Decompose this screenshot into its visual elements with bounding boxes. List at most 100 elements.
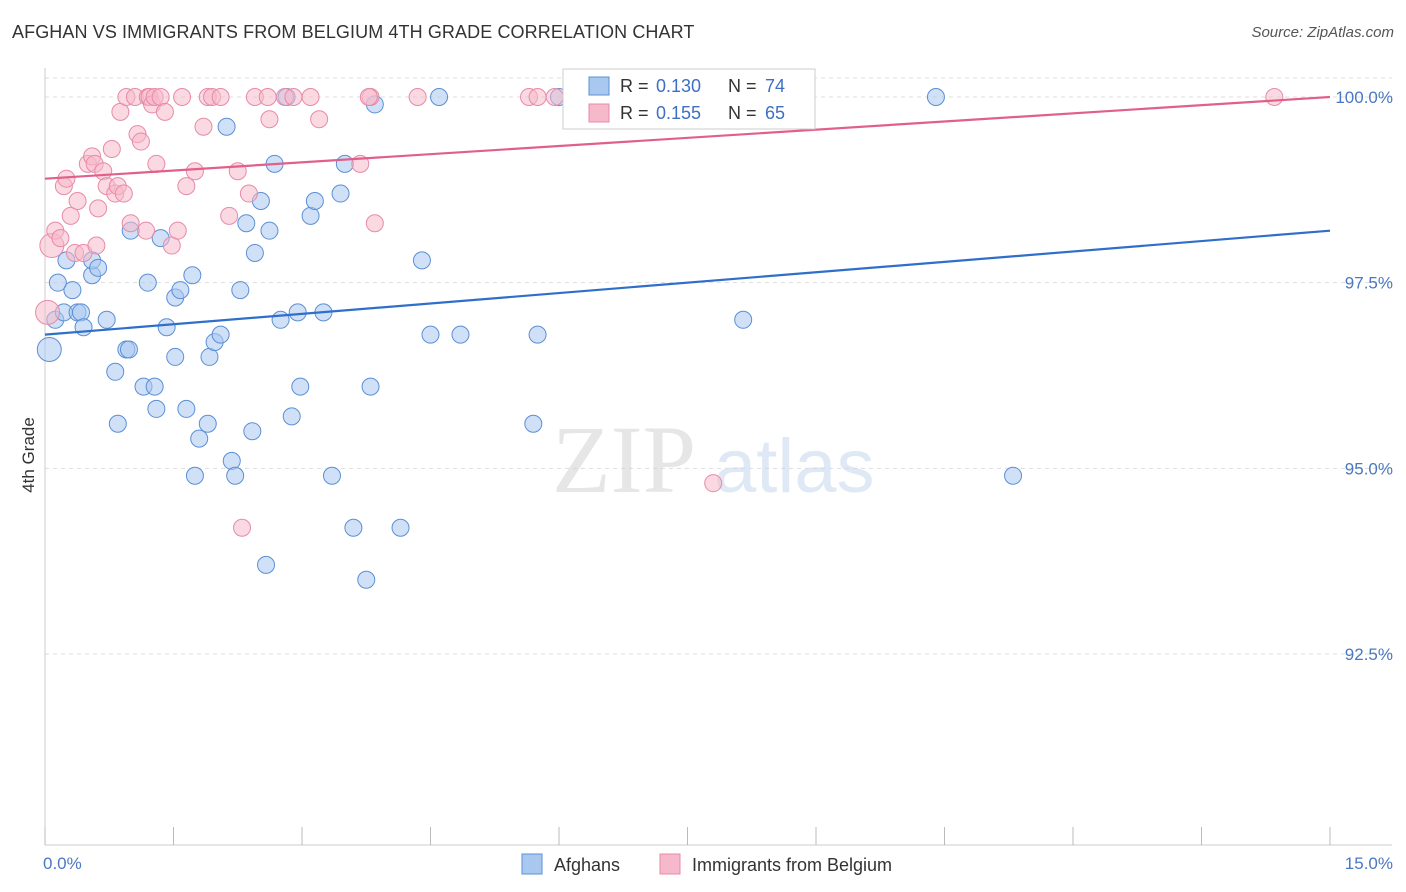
afghans-point — [344, 518, 363, 537]
afghans-point — [198, 414, 217, 433]
belgium-point — [177, 177, 196, 196]
afghans-point — [291, 377, 310, 396]
afghans-point — [157, 318, 176, 337]
afghans-point — [74, 318, 93, 337]
afghans-point — [357, 570, 376, 589]
belgium-point — [260, 110, 279, 129]
afghans-point — [451, 325, 470, 344]
source-label: Source: ZipAtlas.com — [1251, 24, 1394, 41]
afghans-point — [190, 429, 209, 448]
afghans-point — [331, 184, 350, 203]
afghans-point — [322, 466, 341, 485]
afghans-point — [524, 414, 543, 433]
belgium-point — [168, 221, 187, 240]
belgium-point — [220, 206, 239, 225]
y-tick-label: 95.0% — [1345, 459, 1393, 478]
afghans-r-value: 0.130 — [656, 76, 701, 96]
belgium-point — [121, 214, 140, 233]
afghans-point — [211, 325, 230, 344]
afghans-point — [226, 466, 245, 485]
belgium-point — [239, 184, 258, 203]
afghans-point — [260, 221, 279, 240]
afghans-point — [412, 251, 431, 270]
afghans-point — [147, 399, 166, 418]
afghans-point — [106, 362, 125, 381]
belgium-point — [365, 214, 384, 233]
x-tick-label: 15.0% — [1345, 854, 1393, 873]
belgium-point — [359, 88, 378, 106]
ticks-layer: 100.0% 97.5% 95.0% 92.5% 0.0% 15.0% — [43, 88, 1393, 873]
belgium-point — [185, 162, 204, 181]
belgium-point — [310, 110, 329, 129]
afghans-point — [361, 377, 380, 396]
afghans-point — [288, 303, 307, 322]
afghans-point — [734, 310, 753, 329]
belgium-point — [61, 206, 80, 225]
belgium-point — [528, 88, 547, 106]
y-tick-label: 100.0% — [1335, 88, 1393, 107]
belgium-point — [545, 88, 564, 106]
belgium-point — [131, 132, 150, 151]
belgium-point — [89, 199, 108, 218]
afghans-point — [245, 243, 264, 262]
afghans-point — [89, 258, 108, 277]
y-axis-label: 4th Grade — [19, 417, 38, 493]
afghans-point — [63, 281, 82, 300]
legend-label-belgium: Immigrants from Belgium — [692, 855, 892, 875]
afghans-point — [231, 281, 250, 300]
stats-legend: R = 0.130 N = 74 R = 0.155 N = 65 — [562, 68, 816, 130]
watermark: ZIP atlas — [552, 406, 875, 513]
afghans-point — [166, 347, 185, 366]
belgium-point — [194, 117, 213, 136]
grid-layer — [45, 77, 1392, 655]
afghans-point — [305, 191, 324, 210]
afghans-point — [301, 206, 320, 225]
belgium-point — [1265, 88, 1284, 106]
belgium-r-label: R = — [620, 103, 649, 123]
belgium-point — [233, 518, 252, 537]
legend-label-afghans: Afghans — [554, 855, 620, 875]
belgium-point — [211, 88, 230, 106]
afghans-point — [185, 466, 204, 485]
afghans-point — [237, 214, 256, 233]
afghans-point — [335, 154, 354, 173]
belgium-point — [137, 221, 156, 240]
belgium-point — [284, 88, 303, 106]
afghans-point — [183, 266, 202, 285]
afghans-point — [430, 88, 449, 106]
belgium-point — [68, 191, 87, 210]
afghans-point — [243, 422, 262, 441]
belgium-trend-line — [44, 95, 1331, 180]
belgium-point — [704, 474, 723, 493]
afghans-point — [217, 117, 236, 136]
afghans-point — [36, 337, 62, 363]
legend-swatch-afghans — [521, 853, 543, 875]
belgium-point — [94, 162, 113, 181]
afghans-point — [222, 451, 241, 470]
afghans-trend-line — [44, 229, 1331, 336]
x-tick-label: 0.0% — [43, 854, 82, 873]
afghans-point — [119, 340, 138, 359]
afghans-point — [391, 518, 410, 537]
points-layer — [35, 88, 1284, 589]
afghans-point — [257, 555, 276, 574]
afghans-point — [1004, 466, 1023, 485]
afghans-point — [171, 281, 190, 300]
afghans-n-value: 74 — [765, 76, 785, 96]
belgium-stat-swatch — [588, 103, 610, 123]
belgium-point — [408, 88, 427, 106]
afghans-point — [48, 273, 67, 292]
belgium-n-value: 65 — [765, 103, 785, 123]
belgium-point — [301, 88, 320, 106]
belgium-point — [35, 299, 61, 325]
afghans-r-label: R = — [620, 76, 649, 96]
belgium-n-label: N = — [728, 103, 757, 123]
belgium-r-value: 0.155 — [656, 103, 701, 123]
legend-swatch-belgium — [659, 853, 681, 875]
belgium-point — [51, 229, 70, 248]
belgium-point — [258, 88, 277, 106]
afghans-point — [528, 325, 547, 344]
belgium-point — [173, 88, 192, 106]
afghans-point — [177, 399, 196, 418]
